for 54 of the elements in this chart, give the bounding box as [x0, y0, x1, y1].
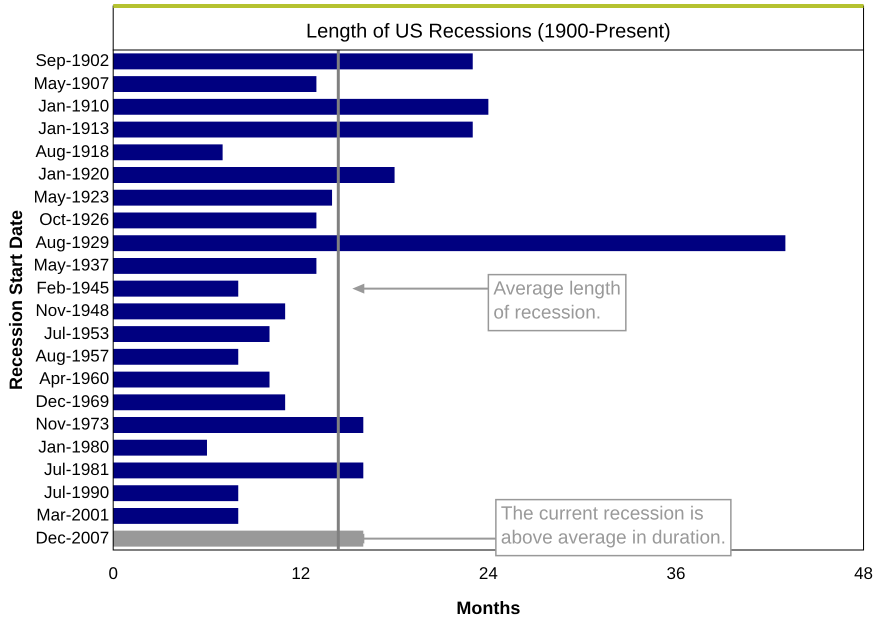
bar [113, 53, 473, 70]
y-tick-label: Aug-1929 [35, 232, 110, 252]
bar [113, 280, 238, 297]
x-tick-label: 36 [666, 564, 686, 583]
bar [113, 326, 270, 342]
bar [113, 190, 332, 206]
y-tick-label: Mar-2001 [36, 506, 110, 525]
annotation: Average length of recession. [493, 278, 621, 324]
bar [113, 144, 223, 160]
bar [113, 122, 473, 138]
bar [113, 98, 488, 115]
y-axis-title: Recession Start Date [6, 210, 26, 390]
bar [113, 417, 364, 433]
y-tick-label: Jul-1990 [44, 482, 110, 502]
bar [113, 508, 238, 524]
bar [113, 530, 364, 547]
x-tick-label: 0 [108, 564, 118, 583]
y-tick-label: Feb-1945 [36, 278, 110, 298]
bar [113, 258, 316, 274]
x-tick-label: 48 [854, 564, 874, 583]
y-tick-label: Jan-1910 [38, 96, 110, 116]
y-tick-label: Jan-1920 [38, 164, 110, 184]
y-tick-label: May-1907 [34, 74, 110, 93]
y-tick-label: Nov-1948 [35, 301, 110, 320]
bar [113, 394, 286, 410]
y-tick-label: Aug-1918 [35, 142, 110, 161]
bar [113, 76, 316, 92]
bar [113, 372, 270, 388]
bar [113, 235, 786, 252]
bar [113, 303, 286, 320]
bar [113, 167, 395, 183]
annotation: The current recession is above average in duration. [500, 503, 726, 548]
y-tick-label: Nov-1973 [35, 414, 110, 434]
chart-title: Length of US Recessions (1900-Present) [306, 20, 671, 43]
y-tick-label: Jan-1980 [38, 437, 110, 456]
y-tick-label: May-1937 [34, 256, 110, 275]
y-tick-label: Aug-1957 [35, 346, 110, 366]
bar [113, 212, 316, 228]
y-tick-label: Apr-1960 [39, 369, 110, 388]
y-tick-label: Jan-1913 [38, 119, 110, 138]
y-tick-label: Dec-2007 [35, 528, 110, 548]
bar [113, 348, 238, 365]
bar [113, 462, 364, 478]
x-axis-title: Months [456, 598, 520, 618]
y-tick-label: Jul-1981 [44, 460, 110, 480]
bar [113, 440, 207, 456]
x-tick-label: 12 [291, 564, 310, 583]
x-tick-label: 24 [478, 564, 498, 583]
y-tick-label: May-1923 [34, 187, 110, 206]
y-tick-label: Dec-1969 [35, 392, 110, 411]
y-tick-label: Oct-1926 [39, 210, 110, 230]
y-tick-label: Sep-1902 [35, 51, 110, 70]
y-tick-label: Jul-1953 [44, 324, 110, 343]
bar [113, 485, 238, 502]
